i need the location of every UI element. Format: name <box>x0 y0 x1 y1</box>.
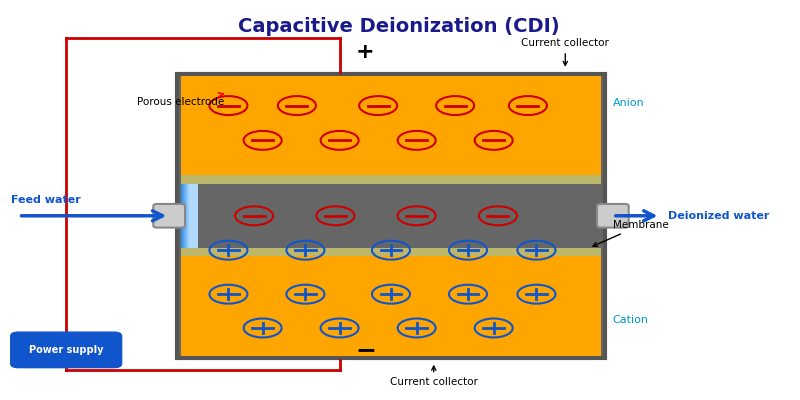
Bar <box>183 184 193 248</box>
Text: Current collector: Current collector <box>522 38 610 66</box>
Bar <box>187 184 196 248</box>
Bar <box>182 184 192 248</box>
Text: Porous electrode: Porous electrode <box>138 93 225 107</box>
Bar <box>186 184 196 248</box>
FancyBboxPatch shape <box>10 332 122 368</box>
Bar <box>182 184 190 248</box>
Bar <box>185 184 194 248</box>
Bar <box>183 184 193 248</box>
Bar <box>182 184 192 248</box>
Bar <box>183 184 192 248</box>
Bar <box>185 184 194 248</box>
Bar <box>184 184 194 248</box>
Bar <box>186 184 194 248</box>
Bar <box>187 184 197 248</box>
Bar <box>189 184 198 248</box>
Bar <box>185 184 194 248</box>
Bar <box>184 184 193 248</box>
Bar <box>189 184 198 248</box>
Bar <box>182 184 191 248</box>
Text: Capacitive Deionization (CDI): Capacitive Deionization (CDI) <box>238 17 560 36</box>
Bar <box>186 184 194 248</box>
Bar <box>186 184 195 248</box>
Bar <box>188 184 198 248</box>
Bar <box>186 184 196 248</box>
Text: Power supply: Power supply <box>29 345 103 355</box>
Bar <box>181 175 601 184</box>
Bar <box>186 184 195 248</box>
Bar <box>186 184 195 248</box>
Bar <box>182 184 190 248</box>
Text: Current collector: Current collector <box>390 366 478 387</box>
Text: Membrane: Membrane <box>593 220 669 246</box>
Bar <box>189 184 198 248</box>
Text: +: + <box>355 42 374 62</box>
Bar <box>183 184 193 248</box>
Bar <box>188 184 198 248</box>
Text: Cation: Cation <box>613 315 649 325</box>
Bar <box>184 184 194 248</box>
Text: Deionized water: Deionized water <box>668 211 770 221</box>
Bar <box>181 184 190 248</box>
Bar <box>187 184 196 248</box>
FancyBboxPatch shape <box>181 256 601 356</box>
Text: Anion: Anion <box>613 98 645 108</box>
Bar <box>182 184 190 248</box>
Bar <box>190 184 198 248</box>
Bar <box>189 184 198 248</box>
Bar <box>186 184 195 248</box>
Bar <box>189 184 198 248</box>
Bar <box>182 184 191 248</box>
Bar <box>184 184 193 248</box>
Bar <box>185 184 194 248</box>
Bar <box>188 184 197 248</box>
Bar <box>183 184 192 248</box>
FancyBboxPatch shape <box>154 204 185 228</box>
FancyBboxPatch shape <box>597 204 629 228</box>
Bar <box>188 184 197 248</box>
Bar <box>182 184 191 248</box>
Text: Feed water: Feed water <box>10 195 81 205</box>
FancyBboxPatch shape <box>177 74 605 358</box>
Bar <box>186 184 194 248</box>
Bar <box>181 248 601 256</box>
Bar <box>187 184 197 248</box>
FancyBboxPatch shape <box>181 76 601 175</box>
Bar <box>182 184 191 248</box>
Bar <box>187 184 197 248</box>
Bar <box>182 184 191 248</box>
Text: −: − <box>355 338 377 362</box>
Bar <box>184 184 194 248</box>
Bar <box>186 184 196 248</box>
